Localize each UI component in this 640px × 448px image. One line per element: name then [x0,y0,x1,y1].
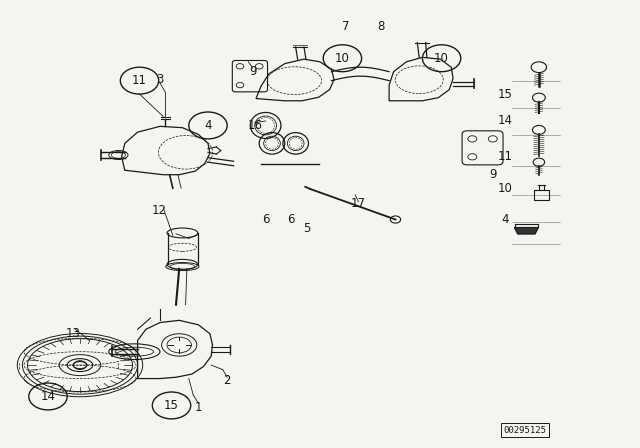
Text: 10: 10 [498,181,513,195]
Text: 14: 14 [498,114,513,128]
Text: 3: 3 [156,73,164,86]
Text: 11: 11 [498,150,513,164]
Text: 11: 11 [132,74,147,87]
Text: 9: 9 [249,65,257,78]
Text: 7: 7 [342,20,349,34]
Text: 00295125: 00295125 [503,426,547,435]
Text: 12: 12 [151,204,166,217]
Text: 17: 17 [351,197,366,211]
Text: 4: 4 [204,119,212,132]
Text: 15: 15 [164,399,179,412]
Text: 2: 2 [223,374,231,388]
Text: 6: 6 [287,213,295,226]
Text: 1: 1 [195,401,202,414]
Text: 6: 6 [262,213,269,226]
Text: 9: 9 [489,168,497,181]
Polygon shape [515,228,538,234]
Text: 8: 8 [377,20,385,34]
Text: 5: 5 [303,222,311,235]
Text: 13: 13 [66,327,81,340]
Text: 15: 15 [498,87,513,101]
Text: 10: 10 [335,52,350,65]
Text: 14: 14 [40,390,56,403]
Text: 16: 16 [247,119,262,132]
Text: 10: 10 [434,52,449,65]
Text: 4: 4 [502,213,509,226]
